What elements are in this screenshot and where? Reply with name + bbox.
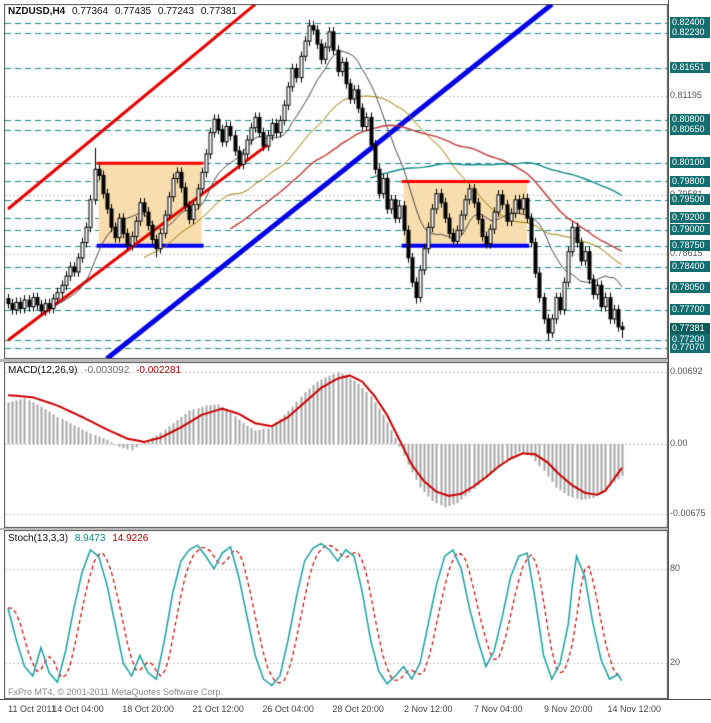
time-label: 2 Nov 12:00 bbox=[403, 704, 453, 714]
price-level-label: 0.77700 bbox=[670, 303, 710, 315]
time-label: 14 Oct 04:00 bbox=[52, 704, 104, 714]
time-label: 28 Oct 20:00 bbox=[332, 704, 384, 714]
ohlc-low-value: 0.77243 bbox=[157, 6, 195, 17]
price-tick-label: 0.81195 bbox=[670, 90, 702, 101]
broker-watermark: FxPro MT4, © 2001-2011 MetaQuotes Softwa… bbox=[8, 687, 224, 697]
time-label: 11 Oct 2011 bbox=[8, 704, 56, 714]
price-level-label: 0.81651 bbox=[670, 62, 710, 74]
macd-panel-header: MACD(12,26,9) -0.003092 -0.002281 bbox=[8, 365, 185, 376]
macd-tick-label: -0.00675 bbox=[670, 508, 706, 519]
panel-splitter[interactable] bbox=[0, 359, 711, 362]
stoch-signal-value: 14.9226 bbox=[112, 533, 149, 544]
macd-main-value: -0.003092 bbox=[84, 365, 130, 376]
macd-signal-value: -0.002281 bbox=[136, 365, 182, 376]
symbol-timeframe-label: NZDUSD,H4 bbox=[8, 6, 66, 17]
price-level-label: 0.78050 bbox=[670, 282, 710, 294]
stoch-indicator-label: Stoch(13,3,3) bbox=[8, 533, 69, 544]
time-label: 14 Nov 12:00 bbox=[607, 704, 661, 714]
price-level-label: 0.77070 bbox=[670, 342, 710, 354]
price-level-label: 0.79000 bbox=[670, 224, 710, 236]
price-level-label: 0.79800 bbox=[670, 175, 710, 187]
price-axis[interactable]: 0.811950.795810.786150.824000.822300.816… bbox=[668, 0, 711, 699]
ohlc-close-value: 0.77381 bbox=[200, 6, 237, 17]
time-label: 7 Nov 04:00 bbox=[473, 704, 523, 714]
panel-splitter[interactable] bbox=[0, 528, 711, 530]
time-axis[interactable]: 11 Oct 2011 14 Oct 04:00 18 Oct 20:00 21 Oc… bbox=[0, 699, 711, 723]
price-level-label: 0.82400 bbox=[670, 16, 710, 28]
price-level-label: 0.80800 bbox=[670, 114, 710, 126]
time-label: 9 Nov 20:00 bbox=[544, 704, 593, 714]
price-level-label: 0.80100 bbox=[670, 157, 710, 169]
stoch-tick-label: 80 bbox=[670, 562, 681, 573]
macd-tick-label: 0.00 bbox=[670, 437, 688, 448]
stoch-tick-label: 20 bbox=[670, 657, 681, 668]
price-level-label: 0.80650 bbox=[670, 123, 710, 135]
price-tick-label: 0.78615 bbox=[670, 247, 703, 258]
time-label: 18 Oct 20:00 bbox=[122, 704, 174, 714]
price-level-label: 0.79500 bbox=[670, 193, 710, 205]
macd-chart-canvas[interactable] bbox=[4, 362, 668, 528]
macd-indicator-label: MACD(12,26,9) bbox=[8, 365, 78, 376]
stoch-main-value: 8.9473 bbox=[74, 533, 106, 544]
time-label: 21 Oct 12:00 bbox=[192, 704, 244, 714]
current-price-label: 0.77381 bbox=[670, 323, 710, 335]
stoch-chart-canvas[interactable] bbox=[4, 530, 668, 699]
time-label: 26 Oct 04:00 bbox=[262, 704, 314, 714]
stoch-panel-header: Stoch(13,3,3) 8.9473 14.9226 bbox=[8, 533, 152, 544]
price-level-label: 0.78750 bbox=[670, 239, 710, 251]
price-level-label: 0.77200 bbox=[670, 334, 710, 346]
price-level-label: 0.79200 bbox=[670, 212, 710, 224]
price-level-label: 0.82230 bbox=[670, 27, 710, 39]
price-panel-header: NZDUSD,H4 0.77364 0.77435 0.77243 0.7738… bbox=[8, 6, 241, 17]
ohlc-open-value: 0.77364 bbox=[72, 6, 109, 17]
ohlc-high-value: 0.77435 bbox=[114, 6, 152, 17]
price-level-label: 0.78400 bbox=[670, 261, 710, 272]
price-chart-canvas[interactable] bbox=[4, 4, 668, 359]
macd-tick-label: 0.00692 bbox=[670, 366, 703, 377]
